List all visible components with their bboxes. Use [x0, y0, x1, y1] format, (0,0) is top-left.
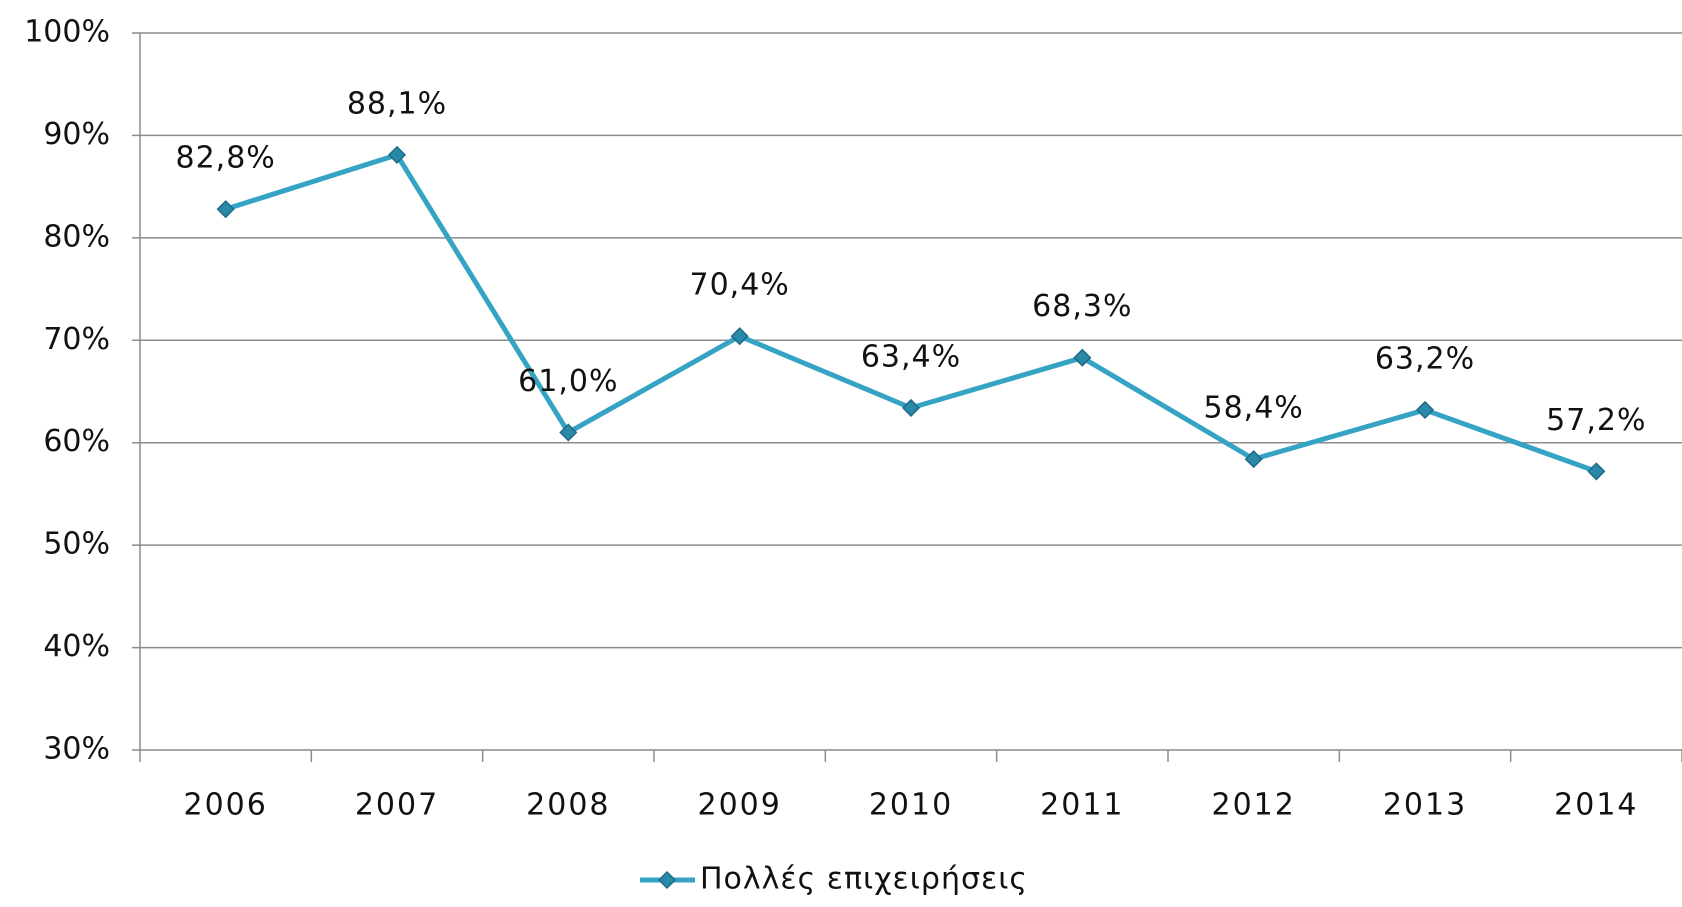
marker [387, 145, 407, 164]
y-tick-label: 90% [43, 117, 110, 152]
data-label: 70,4% [690, 268, 790, 303]
data-label: 61,0% [518, 364, 618, 399]
marker [1587, 462, 1606, 481]
data-label: 58,4% [1204, 391, 1304, 426]
data-label: 63,2% [1375, 341, 1475, 376]
marker [559, 423, 578, 442]
y-tick-label: 40% [43, 629, 110, 664]
marker [1415, 400, 1435, 419]
data-label: 57,2% [1546, 403, 1646, 438]
marker [1244, 450, 1263, 469]
y-tick-label: 50% [43, 527, 110, 562]
y-tick-label: 80% [43, 219, 110, 254]
y-tick-label: 30% [43, 732, 110, 767]
y-tick-label: 60% [43, 424, 110, 459]
data-label: 63,4% [861, 339, 961, 374]
x-tick-label: 2008 [526, 788, 610, 823]
marker [901, 398, 921, 417]
x-tick-label: 2009 [697, 788, 781, 823]
x-tick-label: 2006 [183, 788, 267, 823]
x-tick-label: 2011 [1040, 788, 1124, 823]
x-tick-label: 2010 [869, 788, 953, 823]
x-tick-label: 2014 [1554, 788, 1638, 823]
x-tick-label: 2013 [1383, 788, 1467, 823]
marker [216, 200, 235, 219]
x-tick-label: 2007 [355, 788, 439, 823]
data-label: 88,1% [347, 86, 447, 121]
data-label: 68,3% [1032, 289, 1132, 324]
y-tick-label: 70% [43, 322, 110, 357]
legend-marker [657, 870, 677, 890]
y-tick-label: 100% [24, 15, 110, 50]
marker [730, 327, 749, 346]
data-label: 82,8% [176, 141, 276, 176]
marker [1073, 348, 1092, 367]
x-tick-label: 2012 [1211, 788, 1295, 823]
legend-label: Πολλές επιχειρήσεις [700, 862, 1028, 897]
series-line [224, 152, 1598, 474]
